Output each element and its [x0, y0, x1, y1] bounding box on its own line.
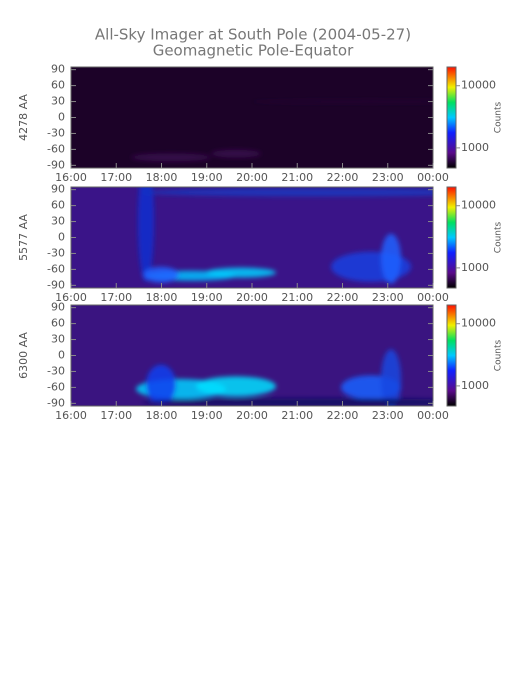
x-tick-label: 23:00 — [372, 171, 404, 184]
x-tick-label: 16:00 — [55, 291, 87, 304]
colorbar-tick-label: 10000 — [461, 79, 496, 92]
y-tick-label: -90 — [47, 278, 65, 291]
y-tick-label: 60 — [51, 79, 65, 92]
y-tick-label: -30 — [47, 126, 65, 139]
y-tick-label: 0 — [58, 349, 65, 362]
colorbar — [446, 186, 457, 289]
aurora-blob — [196, 376, 276, 397]
y-tick-label: 0 — [58, 111, 65, 124]
colorbar — [446, 304, 457, 407]
y-tick-label: 30 — [51, 95, 65, 108]
y-tick-label: 60 — [51, 317, 65, 330]
x-tick-label: 17:00 — [100, 291, 132, 304]
aurora-blob — [146, 364, 176, 405]
y-tick-label: -60 — [47, 142, 65, 155]
x-tick-label: 00:00 — [417, 409, 449, 422]
y-tick-label: -90 — [47, 158, 65, 171]
colorbar-tick-label: 10000 — [461, 199, 496, 212]
y-tick-label: -30 — [47, 246, 65, 259]
x-tick-label: 20:00 — [236, 171, 268, 184]
x-tick-label: 00:00 — [417, 171, 449, 184]
x-tick-label: 23:00 — [372, 291, 404, 304]
aurora — [131, 100, 433, 162]
chart-subtitle: Geomagnetic Pole-Equator — [153, 42, 354, 60]
aurora — [138, 187, 433, 284]
keogram — [71, 67, 433, 168]
y-tick-label: 30 — [51, 215, 65, 228]
x-tick-label: 18:00 — [146, 409, 178, 422]
x-tick-label: 22:00 — [327, 291, 359, 304]
y-tick-label: 90 — [51, 63, 65, 76]
colorbar-label: Counts — [494, 339, 504, 371]
colorbar-tick-label: 1000 — [461, 379, 489, 392]
colorbar-tick-label: 1000 — [461, 261, 489, 274]
keogram-image — [71, 305, 433, 406]
y-axis-label: 6300 AA — [17, 332, 30, 379]
aurora-blob — [138, 187, 154, 282]
y-tick-label: 60 — [51, 199, 65, 212]
x-tick-label: 18:00 — [146, 291, 178, 304]
y-tick-label: -60 — [47, 380, 65, 393]
x-tick-label: 22:00 — [327, 171, 359, 184]
colorbar-label: Counts — [494, 221, 504, 253]
x-tick-label: 23:00 — [372, 409, 404, 422]
y-tick-label: 90 — [51, 301, 65, 314]
x-tick-label: 18:00 — [146, 171, 178, 184]
x-tick-label: 21:00 — [281, 291, 313, 304]
y-tick-label: -60 — [47, 262, 65, 275]
colorbar — [446, 66, 457, 169]
x-tick-label: 22:00 — [327, 409, 359, 422]
y-tick-label: -30 — [47, 364, 65, 377]
y-tick-label: 0 — [58, 231, 65, 244]
keogram — [71, 305, 433, 406]
x-tick-label: 20:00 — [236, 409, 268, 422]
chart-title: All-Sky Imager at South Pole (2004-05-27… — [95, 26, 411, 44]
x-tick-label: 17:00 — [100, 409, 132, 422]
aurora-blob — [211, 149, 261, 158]
x-tick-label: 00:00 — [417, 291, 449, 304]
x-tick-label: 19:00 — [191, 171, 223, 184]
keogram-image — [71, 187, 433, 288]
x-tick-label: 21:00 — [281, 409, 313, 422]
aurora-blob — [251, 100, 433, 103]
aurora-blob — [141, 188, 433, 197]
keogram-image — [71, 67, 433, 168]
aurora-blob — [381, 233, 401, 284]
colorbar-tick-label: 1000 — [461, 141, 489, 154]
x-tick-label: 21:00 — [281, 171, 313, 184]
x-tick-label: 19:00 — [191, 409, 223, 422]
colorbar-tick-label: 10000 — [461, 317, 496, 330]
x-tick-label: 19:00 — [191, 291, 223, 304]
x-tick-label: 16:00 — [55, 171, 87, 184]
y-axis-label: 4278 AA — [17, 94, 30, 141]
y-tick-label: 90 — [51, 183, 65, 196]
y-tick-label: -90 — [47, 396, 65, 409]
aurora-blob — [206, 267, 276, 278]
x-tick-label: 16:00 — [55, 409, 87, 422]
aurora-blob — [131, 153, 211, 162]
aurora-blob — [143, 266, 179, 283]
y-tick-label: 30 — [51, 333, 65, 346]
x-tick-label: 17:00 — [100, 171, 132, 184]
aurora-blob — [381, 349, 401, 406]
y-axis-label: 5577 AA — [17, 214, 30, 261]
colorbar-label: Counts — [494, 101, 504, 133]
aurora — [136, 349, 433, 406]
keogram — [71, 187, 433, 288]
x-tick-label: 20:00 — [236, 291, 268, 304]
aurora-blob — [141, 398, 433, 406]
